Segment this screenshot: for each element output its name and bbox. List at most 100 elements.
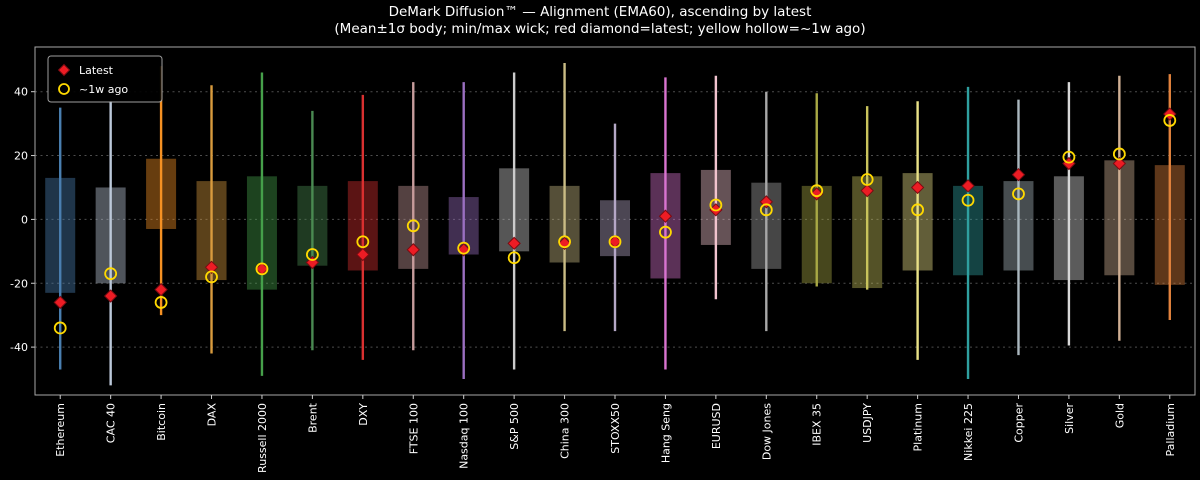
- y-tick-label: -20: [10, 277, 28, 290]
- week-ago-marker-nasdaq-100: [457, 241, 471, 255]
- series-palladium: [1154, 74, 1185, 320]
- latest-marker-platinum: [910, 180, 925, 195]
- week-ago-marker-russell-2000: [255, 262, 269, 276]
- latest-marker-copper: [1011, 167, 1026, 182]
- series-usdjpy: [852, 106, 883, 290]
- body-nikkei-225: [953, 185, 984, 276]
- series-ftse-100: [398, 82, 429, 351]
- body-palladium: [1154, 165, 1185, 285]
- series-russell-2000: [246, 72, 277, 376]
- series-stoxx50: [600, 123, 630, 332]
- week-ago-marker-eurusd: [709, 198, 723, 212]
- latest-marker-ethereum: [53, 295, 67, 310]
- series-eurusd: [700, 75, 731, 300]
- series-platinum: [902, 101, 933, 360]
- latest-marker-hang-seng: [658, 209, 673, 223]
- week-ago-marker-dxy: [356, 235, 370, 249]
- latest-marker-gold: [1112, 156, 1127, 171]
- week-ago-marker-palladium: [1163, 114, 1177, 127]
- week-ago-marker-stoxx50: [608, 235, 622, 249]
- series-hang-seng: [650, 77, 681, 370]
- week-ago-marker-silver: [1062, 150, 1076, 164]
- x-label-ibex-35: IBEX 35: [811, 403, 824, 446]
- series-ethereum: [45, 107, 76, 370]
- series-ibex-35: [801, 93, 832, 287]
- chart-title: DeMark Diffusion™ — Alignment (EMA60), a…: [389, 4, 812, 20]
- x-label-copper: Copper: [1012, 403, 1025, 443]
- x-label-russell-2000: Russell 2000: [256, 403, 269, 473]
- x-label-nasdaq-100: Nasdaq 100: [458, 403, 471, 469]
- x-label-gold: Gold: [1113, 403, 1126, 428]
- body-copper: [1003, 181, 1034, 271]
- series-copper: [1003, 99, 1034, 356]
- latest-marker-ftse-100: [406, 243, 420, 257]
- week-ago-marker-bitcoin: [154, 296, 168, 309]
- week-ago-marker-gold: [1112, 147, 1126, 161]
- body-china-300: [549, 185, 580, 263]
- body-bitcoin: [146, 158, 177, 229]
- x-label-brent: Brent: [306, 402, 319, 433]
- latest-marker-usdjpy: [860, 183, 874, 198]
- week-ago-marker-nikkei-225: [961, 193, 975, 207]
- latest-marker-dax: [204, 260, 219, 275]
- series-brent: [297, 110, 328, 351]
- series-nasdaq-100: [448, 82, 479, 380]
- y-tick-label: 40: [14, 86, 28, 99]
- x-label-usdjpy: USDJPY: [861, 403, 874, 443]
- legend-week-ago-circle-icon: [58, 83, 70, 95]
- x-label-dow-jones: Dow Jones: [760, 403, 773, 460]
- legend-latest-label: Latest: [79, 64, 114, 77]
- latest-marker-s-p-500: [507, 236, 521, 251]
- x-label-silver: Silver: [1063, 403, 1076, 434]
- body-ibex-35: [801, 185, 832, 284]
- legend-latest-diamond-icon: [57, 63, 71, 77]
- series-cac-40: [95, 101, 126, 386]
- x-label-cac-40: CAC 40: [105, 403, 118, 443]
- week-ago-marker-brent: [305, 248, 319, 261]
- week-ago-marker-cac-40: [104, 267, 118, 281]
- x-label-dax: DAX: [206, 403, 219, 427]
- latest-marker-bitcoin: [154, 282, 168, 297]
- body-brent: [297, 185, 328, 266]
- latest-marker-nikkei-225: [961, 179, 975, 193]
- latest-marker-china-300: [557, 236, 572, 251]
- x-label-china-300: China 300: [559, 403, 572, 459]
- week-ago-marker-usdjpy: [860, 173, 874, 186]
- x-label-hang-seng: Hang Seng: [659, 403, 672, 463]
- series-dow-jones: [751, 91, 782, 332]
- week-ago-marker-copper: [1012, 187, 1025, 201]
- latest-marker-cac-40: [103, 289, 118, 303]
- body-gold: [1104, 160, 1135, 276]
- x-label-bitcoin: Bitcoin: [155, 403, 168, 441]
- week-ago-marker-dow-jones: [759, 203, 773, 217]
- week-ago-marker-s-p-500: [507, 251, 521, 265]
- y-tick-label: 0: [21, 213, 28, 226]
- x-label-eurusd: EURUSD: [710, 403, 723, 449]
- y-tick-label: -40: [10, 341, 28, 354]
- x-label-ethereum: Ethereum: [54, 403, 67, 457]
- x-label-s-p-500: S&P 500: [508, 403, 521, 450]
- chart-subtitle: (Mean±1σ body; min/max wick; red diamond…: [334, 21, 865, 37]
- week-ago-marker-ethereum: [53, 321, 67, 335]
- week-ago-marker-ftse-100: [406, 219, 420, 233]
- latest-marker-dxy: [356, 247, 370, 262]
- x-label-nikkei-225: Nikkei 225: [962, 403, 975, 461]
- series-bitcoin: [146, 66, 177, 316]
- series-nikkei-225: [953, 86, 984, 380]
- week-ago-marker-ibex-35: [810, 184, 824, 198]
- latest-marker-ibex-35: [810, 187, 824, 201]
- body-ethereum: [45, 177, 76, 293]
- x-label-palladium: Palladium: [1164, 403, 1177, 456]
- series-silver: [1053, 82, 1084, 346]
- x-label-platinum: Platinum: [912, 403, 925, 451]
- body-silver: [1053, 176, 1084, 281]
- series-dxy: [347, 94, 378, 360]
- x-label-ftse-100: FTSE 100: [407, 403, 420, 454]
- x-label-stoxx50: STOXX50: [609, 403, 622, 454]
- legend: Latest ~1w ago: [47, 55, 163, 103]
- week-ago-marker-platinum: [911, 203, 925, 217]
- week-ago-marker-china-300: [558, 235, 571, 249]
- week-ago-marker-hang-seng: [659, 225, 672, 239]
